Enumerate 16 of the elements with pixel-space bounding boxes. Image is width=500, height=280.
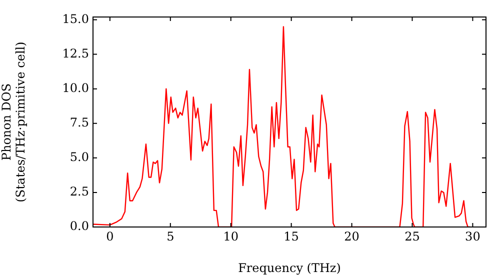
y-tick-label: 7.5	[70, 116, 89, 130]
x-axis-title: Frequency (THz)	[238, 260, 341, 275]
x-tick-label: 5	[166, 229, 174, 244]
y-tick-label: 2.5	[70, 184, 89, 199]
y-tick-label: 5.0	[70, 150, 89, 164]
x-tick-label: 30	[465, 229, 480, 244]
x-tick-label: 25	[404, 229, 420, 244]
y-tick-label: 15.0	[62, 12, 89, 26]
x-tick-label: 20	[344, 229, 360, 244]
x-tick-label: 15	[284, 229, 299, 244]
x-tick-label: 0	[106, 229, 114, 244]
y-tick-label: 10.0	[62, 80, 89, 95]
x-tick-label: 10	[223, 229, 238, 244]
y-tick-label: 12.5	[62, 46, 89, 60]
y-axis-title: Phonon DOS (States/THz·primitive cell)	[0, 42, 28, 202]
y-tick-label: 0.0	[70, 219, 89, 234]
